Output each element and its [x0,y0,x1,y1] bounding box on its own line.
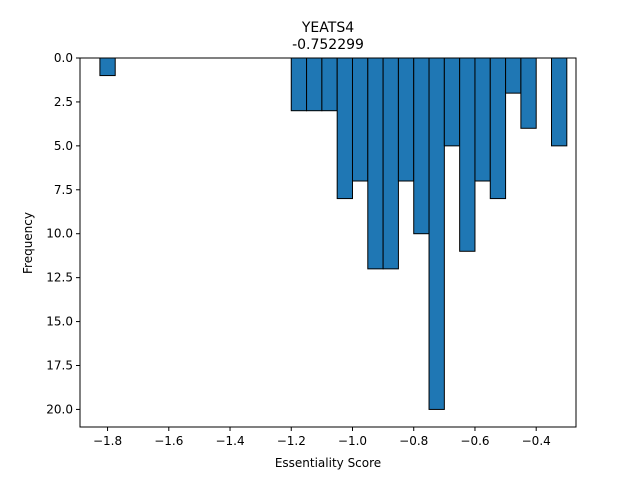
histogram-bar-11 [443,57,461,147]
x-tick-label: −0.6 [460,434,489,448]
histogram-bar-12 [459,57,476,252]
x-tick-label: −1.4 [215,434,244,448]
histogram-bar-14 [489,57,507,200]
x-tick-label: −1.8 [93,434,122,448]
histogram-bar-6 [367,57,384,270]
histogram-bar-15 [505,57,522,94]
histogram-bar-9 [413,57,430,235]
x-tick-label: −0.8 [399,434,428,448]
y-tick-label: 15.0 [46,315,73,329]
y-axis-ticks: 0.0 2.5 5.0 7.5 10.0 12.5 15.0 17.5 20.0 [46,51,80,416]
histogram-bar-4 [336,57,353,200]
x-tick-label: −1.2 [277,434,306,448]
histogram-bar-8 [397,57,415,182]
y-tick-label: 12.5 [46,271,73,285]
histogram-bar-10 [428,57,445,410]
y-tick-label: 20.0 [46,402,73,416]
x-axis-ticks: −1.8 −1.6 −1.4 −1.2 −1.0 −0.8 −0.6 −0.4 [93,427,551,448]
y-axis-label: Frequency [21,212,35,274]
histogram-bar-16 [520,57,537,129]
histogram-bar-17 [551,57,568,147]
y-tick-label: 2.5 [54,95,73,109]
histogram-bar-3 [321,57,338,112]
x-tick-label: −0.4 [522,434,551,448]
chart-title: YEATS4 [301,20,354,36]
x-tick-label: −1.6 [154,434,183,448]
histogram-bar-0 [99,57,116,77]
chart-subtitle: -0.752299 [292,37,364,53]
histogram-bar-5 [351,57,369,182]
y-tick-label: 0.0 [54,51,73,65]
y-tick-label: 5.0 [54,139,73,153]
x-tick-label: −1.0 [338,434,367,448]
histogram-bar-2 [306,57,323,112]
histogram-bar-1 [290,57,308,112]
y-tick-label: 17.5 [46,359,73,373]
plot-frame [79,57,577,428]
histogram-bar-7 [382,57,399,270]
histogram-bar-13 [474,57,491,182]
x-axis-label: Essentiality Score [275,456,381,470]
y-tick-label: 10.0 [46,227,73,241]
bars-group [99,57,568,410]
y-tick-label: 7.5 [54,183,73,197]
